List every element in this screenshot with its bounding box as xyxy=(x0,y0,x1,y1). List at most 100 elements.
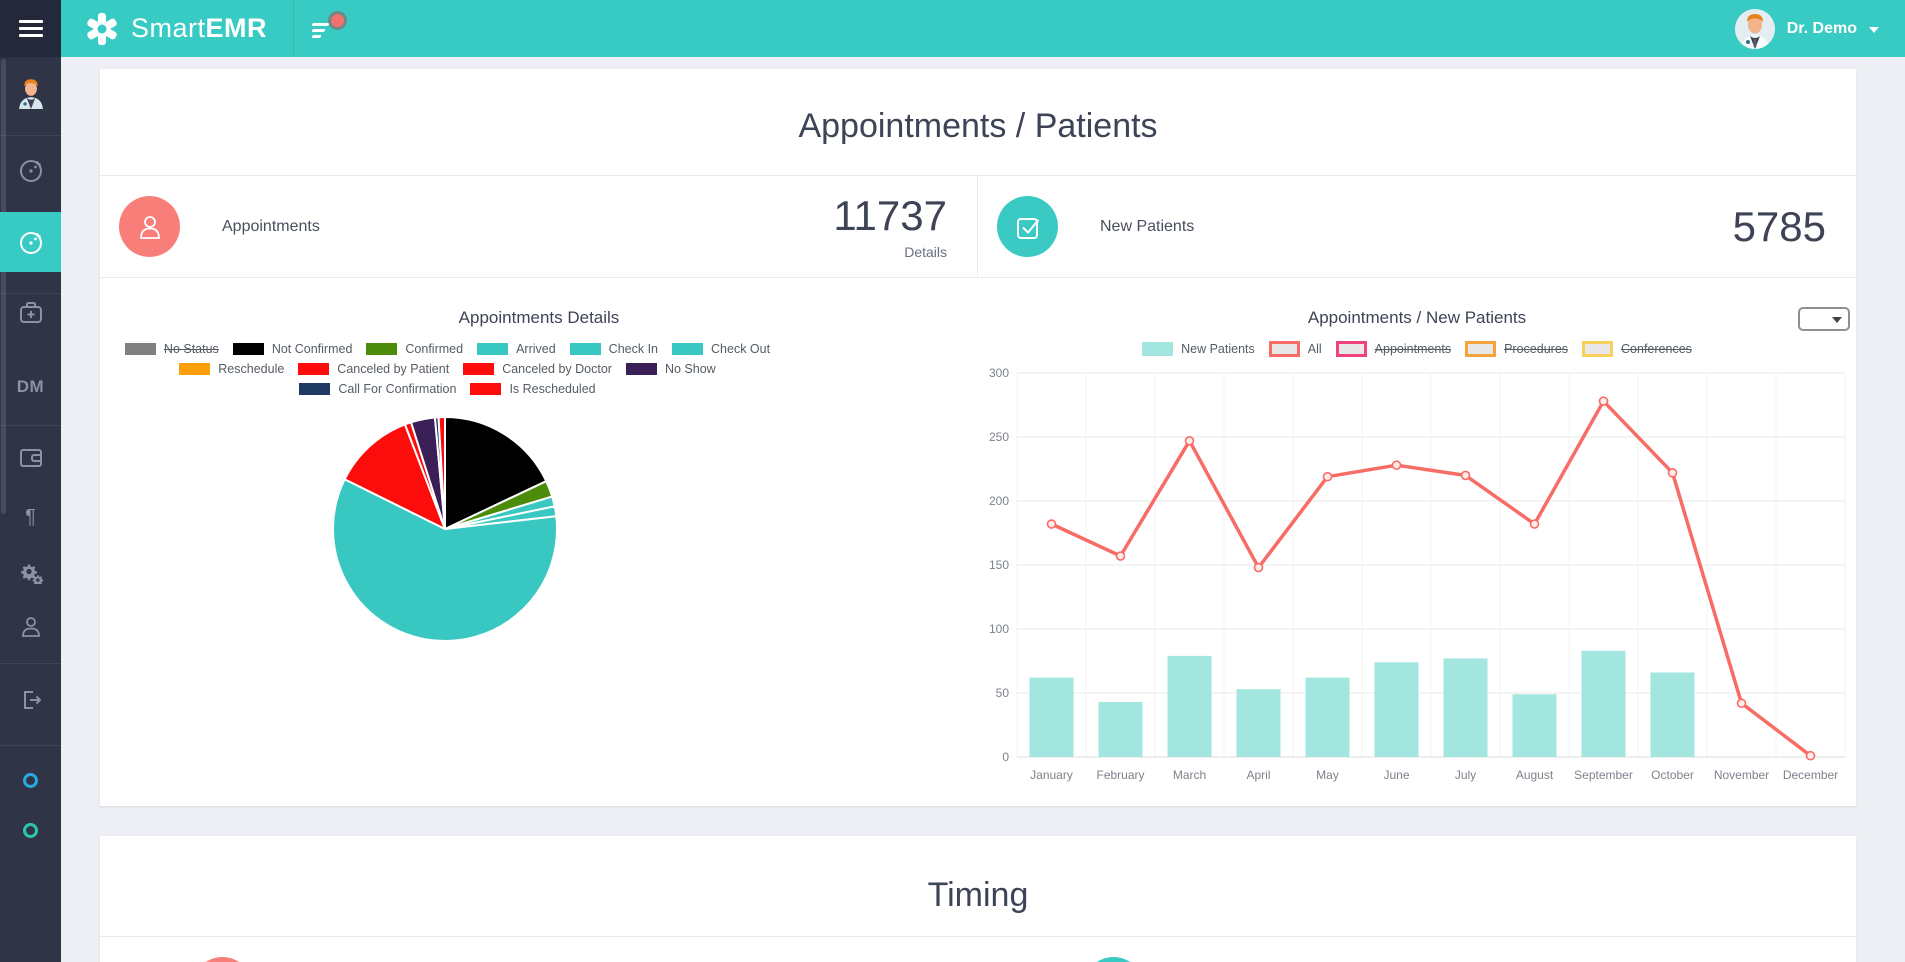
appointments-stat-label: Appointments xyxy=(222,217,320,235)
sidebar-scrollbar[interactable] xyxy=(1,59,6,514)
stopwatch-icon-active xyxy=(19,232,42,254)
legend-swatch xyxy=(625,363,657,375)
sidebar-item-users[interactable] xyxy=(0,602,61,652)
sidebar-divider xyxy=(0,293,61,294)
legend-swatch xyxy=(569,343,601,355)
sidebar-item-timing-log[interactable] xyxy=(0,145,61,195)
bar-new-patients xyxy=(1650,672,1695,757)
sidebar-item-status-teal[interactable] xyxy=(0,805,61,855)
x-axis-month-label: December xyxy=(1783,768,1838,782)
sidebar-divider xyxy=(0,135,61,136)
legend-label: No Status xyxy=(163,342,219,356)
legend-label: All xyxy=(1307,342,1322,356)
timing-card: Timing xyxy=(100,836,1856,962)
legend-label: No Show xyxy=(664,362,716,376)
sidebar-item-settings[interactable] xyxy=(0,547,61,597)
sidebar-item-logout[interactable] xyxy=(0,675,61,725)
legend-swatch xyxy=(477,343,509,355)
new-patients-stat-label: New Patients xyxy=(1100,217,1195,235)
charts-row: Appointments Details No Status Not Confir… xyxy=(100,278,1856,785)
barline-legend-item[interactable]: New Patients xyxy=(1142,342,1255,356)
legend-label: Confirmed xyxy=(405,342,464,356)
sidebar-divider xyxy=(0,745,61,746)
pie-legend-item[interactable]: Arrived xyxy=(477,342,556,356)
user-avatar xyxy=(1734,8,1775,49)
x-axis-month-label: September xyxy=(1574,768,1633,782)
blue-ring-icon xyxy=(23,772,38,788)
chart-range-select[interactable] xyxy=(1798,307,1850,331)
sidebar-item-templates[interactable]: ¶ xyxy=(0,492,61,542)
x-axis-month-label: April xyxy=(1246,768,1270,782)
pie-legend-item[interactable]: Reschedule xyxy=(179,362,284,376)
legend-label: Check Out xyxy=(711,342,771,356)
pie-legend-item[interactable]: Call For Confirmation xyxy=(299,382,456,396)
person-icon xyxy=(21,617,40,637)
pie-slice xyxy=(343,423,446,530)
pie-legend-item[interactable]: No Show xyxy=(625,362,716,376)
notifications-button[interactable] xyxy=(311,13,346,44)
timing-stat-icon-teal xyxy=(1083,957,1144,962)
user-name: Dr. Demo xyxy=(1786,19,1857,37)
legend-swatch xyxy=(1335,341,1367,357)
new-patients-stat-icon xyxy=(997,196,1058,257)
pie-legend-item[interactable]: No Status xyxy=(124,342,219,356)
x-axis-month-label: March xyxy=(1173,768,1206,782)
sidebar-item-billing[interactable] xyxy=(0,433,61,483)
legend-swatch xyxy=(299,383,331,395)
new-patients-stat: New Patients 5785 xyxy=(978,176,1856,277)
user-menu[interactable]: Dr. Demo xyxy=(1734,8,1905,49)
bar-new-patients xyxy=(1512,694,1557,757)
line-point xyxy=(1736,698,1747,709)
pie-legend-item[interactable]: Not Confirmed xyxy=(232,342,352,356)
legend-swatch xyxy=(366,343,398,355)
x-axis-month-label: July xyxy=(1455,768,1476,782)
barline-legend-item[interactable]: Procedures xyxy=(1465,341,1568,357)
stats-row: Appointments 11737 Details New Patients xyxy=(100,176,1856,277)
pie-legend-item[interactable]: Confirmed xyxy=(366,342,463,356)
pie-chart-title: Appointments Details xyxy=(458,308,620,327)
pie-slice xyxy=(444,416,548,530)
bar-new-patients xyxy=(1305,677,1350,757)
y-axis-tick-label: 50 xyxy=(996,686,1010,700)
y-axis-tick-label: 150 xyxy=(989,558,1009,572)
x-axis-month-label: June xyxy=(1383,768,1409,782)
hamburger-menu-button[interactable] xyxy=(0,0,61,57)
sidebar-item-status-blue[interactable] xyxy=(0,755,61,805)
brand-logo[interactable]: SmartEMR xyxy=(61,0,293,57)
barline-chart-title: Appointments / New Patients xyxy=(1307,308,1527,327)
appointments-details-link[interactable]: Details xyxy=(904,243,947,260)
sidebar-item-dm[interactable]: DM xyxy=(0,362,61,412)
bar-new-patients xyxy=(1581,650,1626,757)
legend-label: Conferences xyxy=(1621,342,1692,356)
hamburger-icon xyxy=(18,20,43,37)
line-all xyxy=(1049,399,1813,758)
pie-legend-item[interactable]: Canceled by Doctor xyxy=(463,362,612,376)
legend-label: Arrived xyxy=(516,342,556,356)
barline-legend-item[interactable]: All xyxy=(1268,341,1322,357)
legend-label: Appointments xyxy=(1374,342,1452,356)
appointments-stat-value: 11737 xyxy=(833,191,947,239)
y-axis-tick-label: 200 xyxy=(989,494,1009,508)
sidebar-item-appointments-dashboard[interactable] xyxy=(0,212,61,272)
legend-label: Check In xyxy=(608,342,659,356)
divider xyxy=(100,277,1856,278)
notification-badge xyxy=(331,13,345,27)
legend-label: Canceled by Doctor xyxy=(502,362,612,376)
legend-label: Canceled by Patient xyxy=(337,362,450,376)
legend-swatch xyxy=(1142,342,1174,356)
barline-legend-item[interactable]: Conferences xyxy=(1582,341,1692,357)
barline-legend-item[interactable]: Appointments xyxy=(1335,341,1452,357)
appointments-patients-card: Appointments / Patients Appointments 117… xyxy=(100,69,1856,806)
sidebar-item-medical[interactable] xyxy=(0,287,61,337)
sidebar-item-profile[interactable] xyxy=(0,67,61,117)
pie-legend-item[interactable]: Is Rescheduled xyxy=(470,382,596,396)
pie-legend-item[interactable]: Canceled by Patient xyxy=(298,362,449,376)
pie-legend-item[interactable]: Check Out xyxy=(672,342,770,356)
bar-new-patients xyxy=(1443,658,1488,757)
wallet-icon xyxy=(19,449,42,467)
pie-slice xyxy=(331,478,558,642)
doctor-avatar-icon xyxy=(18,79,43,109)
line-point xyxy=(1529,519,1540,529)
pie-legend-item[interactable]: Check In xyxy=(569,342,659,356)
gears-icon xyxy=(20,564,43,584)
